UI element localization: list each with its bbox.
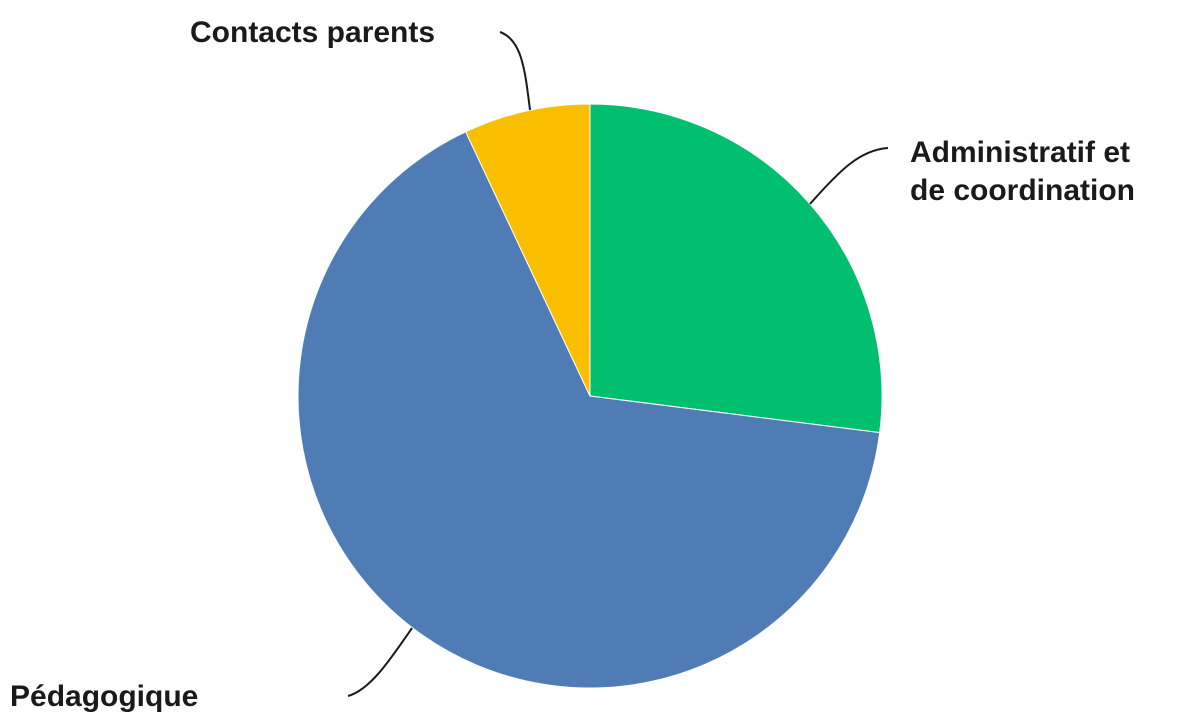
slice-label-line: Pédagogique [10, 680, 198, 713]
leader-lines [347, 31, 889, 697]
slice-label: Administratif et de coordination [910, 136, 1135, 207]
slice-label-line: de coordination [910, 174, 1135, 207]
leader-line [809, 147, 889, 205]
pie-slice-administratif-et-de-coordination [589, 103, 883, 434]
pie-slices [297, 103, 883, 689]
leader-line [347, 627, 413, 697]
pie-slice-p-dagogique [297, 131, 881, 689]
slice-label: Contacts parents [190, 16, 435, 49]
pie-slice-contacts-parents [465, 103, 591, 397]
slice-labels: Administratif et de coordination Pédagogiq… [10, 16, 1135, 713]
slice-label-line: Contacts parents [190, 16, 435, 49]
slice-label-line: Administratif et [910, 136, 1130, 169]
slice-label: Pédagogique [10, 680, 198, 713]
leader-line [499, 31, 531, 111]
